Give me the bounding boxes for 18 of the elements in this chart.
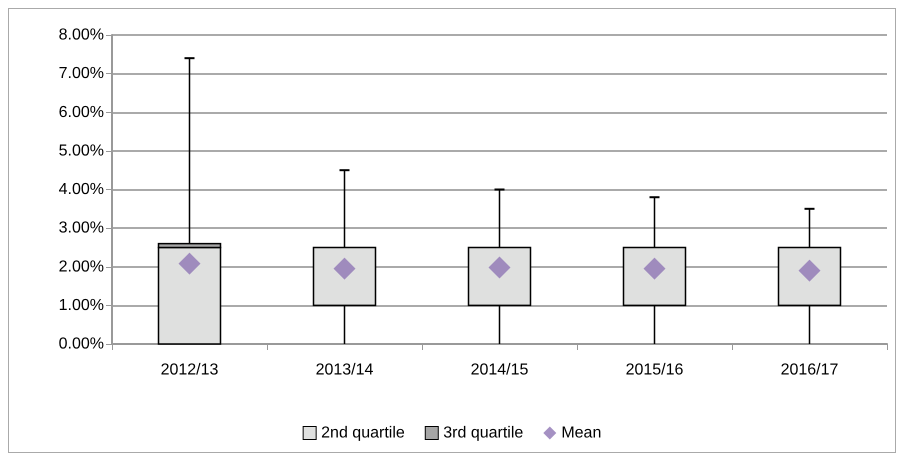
- x-tick-label: 2015/16: [626, 362, 684, 378]
- legend-label: 3rd quartile: [443, 424, 524, 442]
- x-tick-label: 2016/17: [780, 362, 839, 378]
- y-tick-label: 8.00%: [58, 26, 104, 44]
- legend-label: Mean: [561, 424, 602, 442]
- x-tick-label: 2014/15: [470, 362, 529, 378]
- y-tick-label: 4.00%: [58, 181, 104, 198]
- y-tick-label: 6.00%: [58, 104, 104, 121]
- y-tick-label: 0.00%: [58, 336, 104, 352]
- x-tick-label: 2012/13: [160, 362, 219, 378]
- point: [178, 252, 200, 275]
- y-tick-label: 1.00%: [58, 296, 104, 314]
- y-tick-label: 5.00%: [58, 142, 104, 160]
- y-tick-label: 3.00%: [58, 220, 104, 237]
- y-tick-label: 2.00%: [58, 258, 104, 276]
- legend-label: 2nd quartile: [321, 424, 405, 442]
- x-tick-label: 2013/14: [316, 362, 374, 378]
- y-tick-label: 7.00%: [58, 65, 104, 82]
